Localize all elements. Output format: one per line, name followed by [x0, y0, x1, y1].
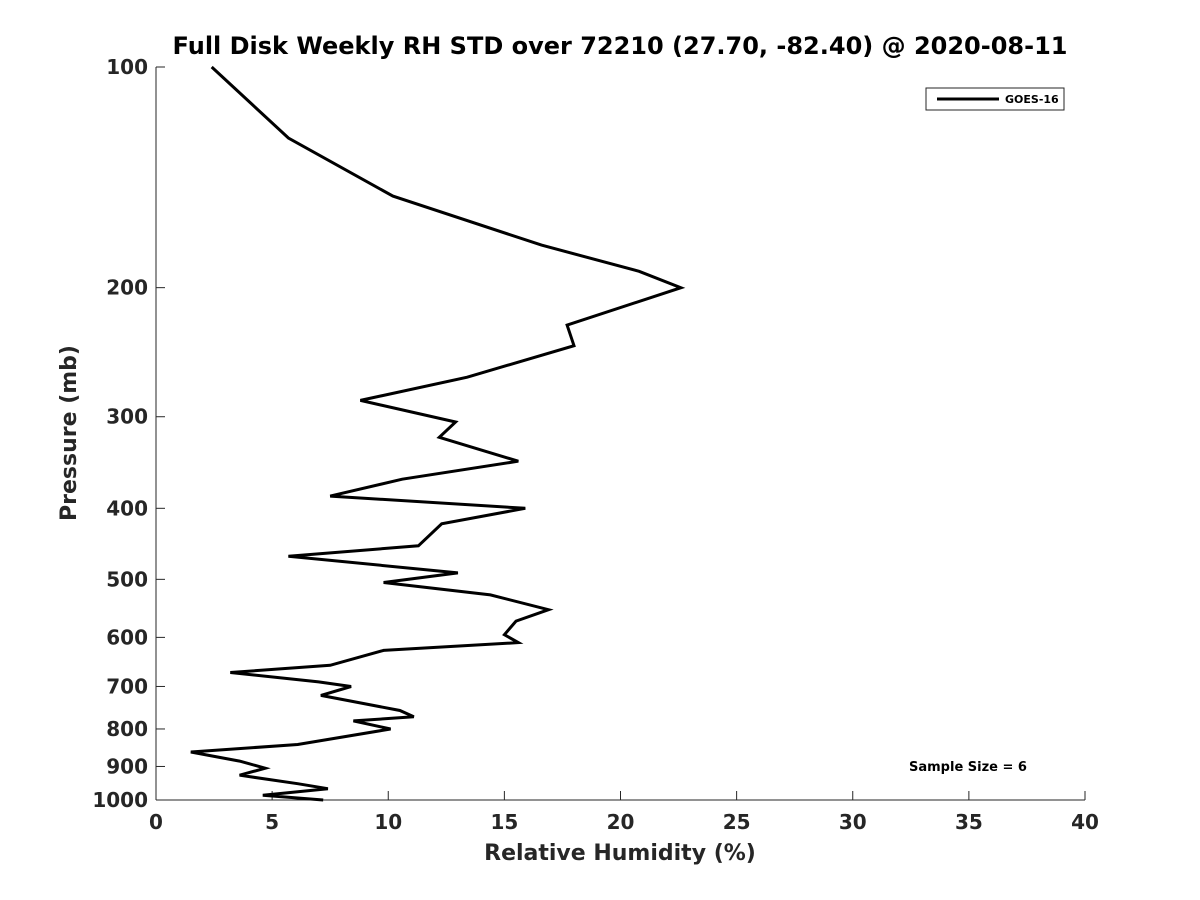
x-tick-label: 25	[723, 810, 751, 834]
legend-label-goes-16: GOES-16	[1005, 93, 1059, 106]
y-tick-label: 200	[106, 276, 148, 300]
y-tick-label: 400	[106, 496, 148, 520]
y-tick-label: 600	[106, 625, 148, 649]
x-tick-label: 30	[839, 810, 867, 834]
y-tick-label: 500	[106, 567, 148, 591]
y-tick-label: 800	[106, 717, 148, 741]
y-tick-label: 300	[106, 405, 148, 429]
series-line-goes-16	[190, 65, 686, 802]
x-ticks: 0 5 10 15 20 25 30 35 40	[149, 791, 1099, 834]
chart-title: Full Disk Weekly RH STD over 72210 (27.7…	[173, 32, 1068, 60]
series-group	[190, 65, 686, 802]
x-tick-label: 10	[374, 810, 402, 834]
x-tick-label: 40	[1071, 810, 1099, 834]
x-tick-label: 0	[149, 810, 163, 834]
x-tick-label: 5	[265, 810, 279, 834]
y-tick-label: 900	[106, 754, 148, 778]
y-ticks: 100 200 300 400 500 600 700 800 900 1000	[92, 55, 165, 812]
y-tick-label: 1000	[92, 788, 148, 812]
x-axis-label: Relative Humidity (%)	[484, 841, 756, 866]
y-tick-label: 700	[106, 674, 148, 698]
sample-size-annotation: Sample Size = 6	[909, 760, 1027, 775]
x-tick-label: 35	[955, 810, 983, 834]
y-axis-label: Pressure (mb)	[57, 345, 82, 521]
legend: GOES-16	[925, 87, 1065, 111]
x-tick-label: 15	[490, 810, 518, 834]
x-tick-label: 20	[607, 810, 635, 834]
y-tick-label: 100	[106, 55, 148, 79]
